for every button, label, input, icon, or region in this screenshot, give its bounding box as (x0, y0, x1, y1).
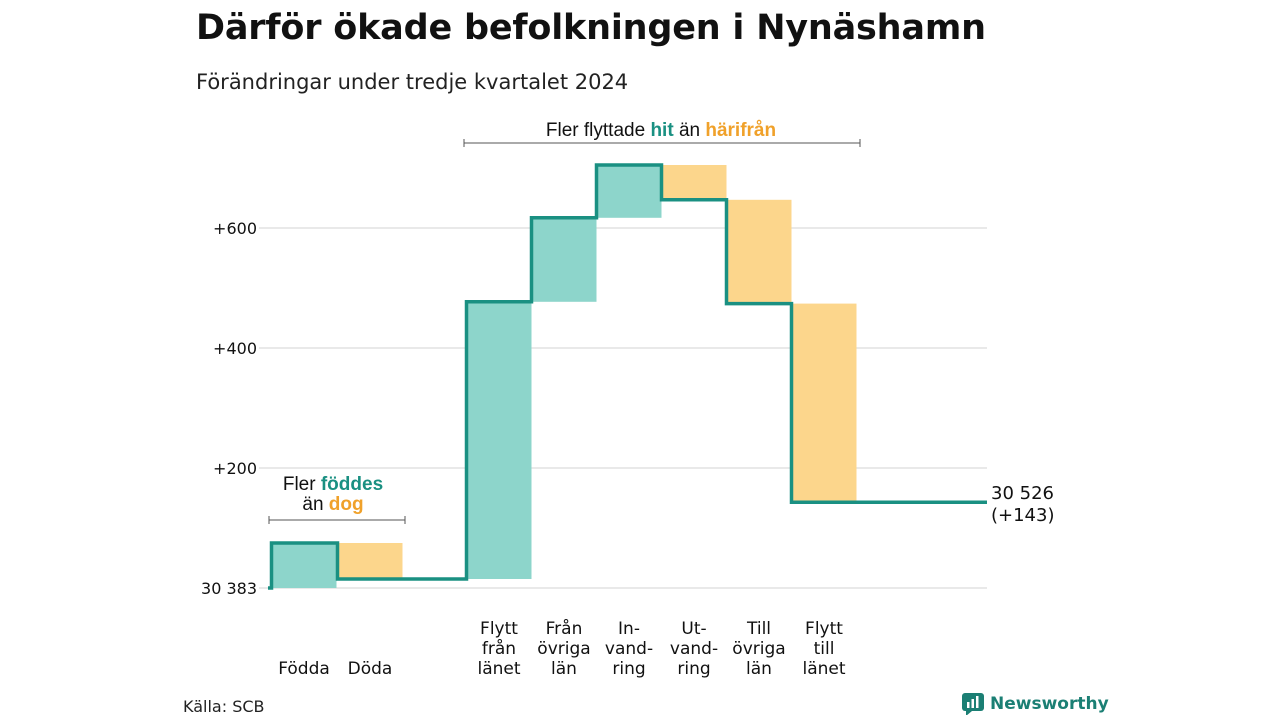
bars (271, 165, 857, 588)
category-label: till (814, 639, 835, 659)
category-label: Flytt (480, 619, 518, 639)
waterfall-bar (466, 301, 532, 579)
category-label: ring (677, 659, 710, 679)
category-label: Döda (348, 659, 393, 679)
births-annotation: Fler föddes än dog (268, 474, 406, 524)
category-label: övriga (537, 639, 590, 659)
y-tick-label: +600 (213, 219, 257, 238)
category-label: Födda (278, 659, 330, 679)
waterfall-bar (531, 217, 597, 302)
source-note: Källa: SCB (183, 697, 265, 716)
category-label: vand- (670, 639, 718, 659)
category-label: ring (612, 659, 645, 679)
brand-logo: Newsworthy (962, 693, 1109, 715)
category-label: vand- (605, 639, 653, 659)
end-total-value: 30 526 (991, 483, 1054, 504)
category-label: övriga (732, 639, 785, 659)
chart-subtitle: Förändringar under tredje kvartalet 2024 (196, 70, 629, 94)
category-label: län (551, 659, 577, 679)
migration-annotation: Fler flyttade hit än härifrån (463, 120, 861, 147)
category-label: länet (802, 659, 845, 679)
waterfall-bar (791, 303, 857, 503)
waterfall-bar (337, 543, 403, 579)
y-tick-label: +400 (213, 339, 257, 358)
end-total-change: (+143) (991, 505, 1054, 526)
chart-title: Därför ökade befolkningen i Nynäshamn (196, 8, 986, 48)
waterfall-bar (726, 199, 792, 304)
births-annotation-line1: Fler föddes (283, 474, 383, 495)
births-annotation-line2: än dog (302, 494, 363, 515)
newsworthy-icon (962, 693, 984, 715)
waterfall-bar (661, 165, 727, 200)
migration-annotation-text: Fler flyttade hit än härifrån (546, 120, 776, 141)
category-labels: Födda DödaFlyttfrånlänetFrånövrigalänIn-v… (278, 618, 846, 679)
waterfall-bar (271, 543, 337, 588)
category-label: In- (618, 619, 640, 639)
category-label: från (482, 638, 516, 659)
brand-name: Newsworthy (990, 694, 1109, 714)
category-label: Från (546, 618, 583, 639)
waterfall-bar (596, 165, 662, 218)
grid-lines (259, 227, 987, 589)
category-label: Till (746, 619, 771, 639)
y-axis-ticks: 30 383 +200 +400 +600 (201, 219, 257, 598)
category-label: län (746, 659, 772, 679)
category-label: länet (477, 659, 520, 679)
y-tick-label: 30 383 (201, 579, 257, 598)
category-label: Ut- (681, 619, 706, 639)
y-tick-label: +200 (213, 459, 257, 478)
category-label: Flytt (805, 619, 843, 639)
running-total-line (268, 163, 987, 590)
